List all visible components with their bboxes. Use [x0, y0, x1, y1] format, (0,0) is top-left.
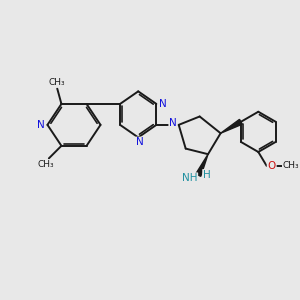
Text: CH₃: CH₃: [283, 161, 300, 170]
Text: CH₃: CH₃: [49, 78, 65, 87]
Polygon shape: [220, 119, 242, 133]
Text: N: N: [136, 137, 143, 148]
Text: N: N: [169, 118, 177, 128]
Polygon shape: [196, 154, 208, 176]
Text: O: O: [268, 161, 276, 171]
Text: CH₃: CH₃: [38, 160, 54, 169]
Text: NH: NH: [182, 173, 198, 183]
Text: H: H: [203, 169, 211, 180]
Text: N: N: [159, 99, 167, 109]
Text: N: N: [38, 120, 45, 130]
